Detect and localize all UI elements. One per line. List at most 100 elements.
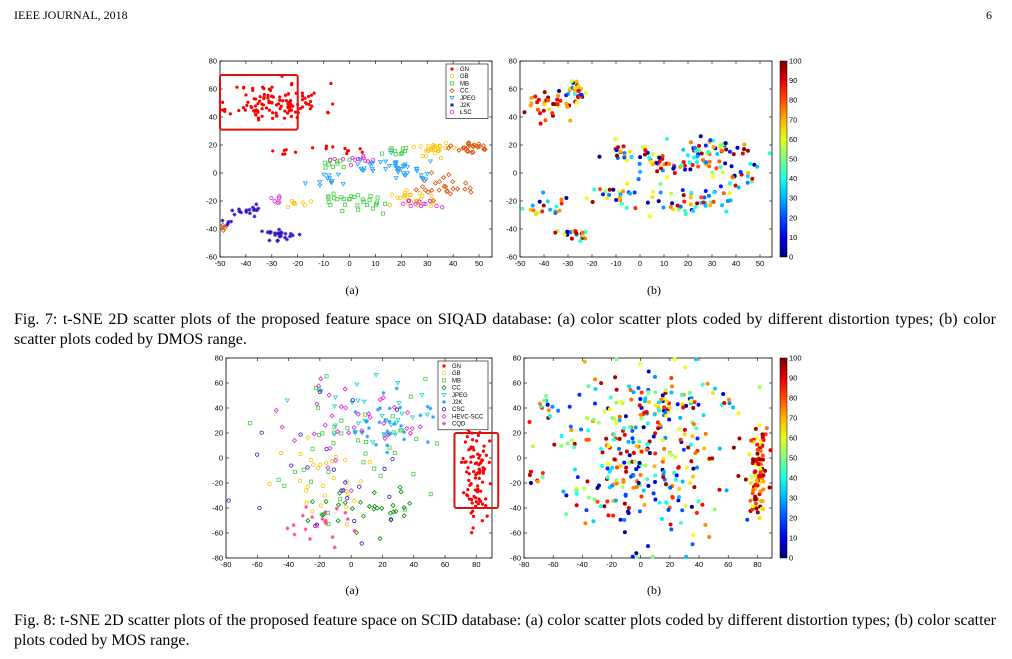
point-cc bbox=[442, 183, 449, 190]
point bbox=[611, 187, 616, 192]
point bbox=[682, 163, 687, 168]
point-gb bbox=[443, 145, 448, 151]
point-lsc bbox=[363, 158, 368, 163]
legend-marker bbox=[449, 88, 455, 94]
point bbox=[615, 465, 620, 470]
point bbox=[621, 480, 626, 485]
point-cc bbox=[425, 189, 431, 195]
point-jpeg bbox=[395, 170, 401, 175]
point bbox=[717, 159, 722, 164]
point bbox=[666, 507, 671, 512]
point-j2k bbox=[275, 238, 280, 243]
colorbar-tick-label: 50 bbox=[789, 155, 797, 164]
point-gb bbox=[305, 435, 310, 440]
point-gn bbox=[477, 471, 482, 475]
point bbox=[580, 230, 585, 235]
point-hevc-scc bbox=[381, 420, 387, 426]
point bbox=[639, 494, 644, 499]
point-mb bbox=[343, 202, 348, 207]
point bbox=[541, 190, 546, 195]
point bbox=[630, 428, 635, 433]
point-gn bbox=[262, 87, 266, 91]
point bbox=[757, 385, 762, 390]
point bbox=[614, 481, 619, 486]
page-number: 6 bbox=[986, 8, 992, 22]
point bbox=[653, 480, 658, 485]
point-csc bbox=[324, 447, 329, 452]
point bbox=[555, 97, 560, 102]
point bbox=[651, 491, 656, 496]
point bbox=[637, 460, 642, 465]
point bbox=[664, 414, 669, 419]
point-gn bbox=[274, 111, 278, 115]
point-gn bbox=[267, 99, 271, 103]
point bbox=[618, 517, 623, 522]
point-csc bbox=[257, 505, 262, 511]
point-gn bbox=[469, 455, 473, 459]
point-gb bbox=[322, 493, 328, 498]
point bbox=[720, 203, 725, 208]
point-cc bbox=[319, 512, 325, 518]
legend-marker bbox=[442, 364, 446, 368]
point-mb bbox=[363, 451, 368, 456]
point bbox=[680, 508, 685, 513]
point-gn bbox=[479, 489, 483, 493]
point-gb bbox=[428, 203, 434, 209]
point bbox=[627, 460, 632, 465]
point bbox=[705, 381, 710, 386]
y-tick-label: 60 bbox=[509, 85, 517, 94]
point-mb bbox=[339, 431, 344, 436]
point bbox=[643, 148, 648, 153]
point bbox=[643, 399, 648, 404]
point-j2k bbox=[239, 210, 244, 215]
x-tick-label: -60 bbox=[252, 560, 263, 569]
point-j2k bbox=[425, 440, 430, 445]
point-lsc bbox=[421, 201, 426, 206]
point bbox=[682, 208, 687, 213]
point bbox=[656, 199, 661, 204]
point bbox=[613, 498, 618, 503]
point bbox=[703, 522, 708, 527]
point bbox=[676, 465, 681, 470]
point bbox=[579, 92, 584, 97]
point bbox=[557, 88, 562, 93]
point-jpeg bbox=[326, 176, 333, 181]
point bbox=[584, 416, 589, 421]
point-csc bbox=[298, 432, 303, 437]
point bbox=[572, 85, 577, 90]
point bbox=[700, 502, 705, 507]
legend-entry: MB bbox=[460, 81, 469, 87]
colorbar-tick-label: 40 bbox=[789, 474, 797, 483]
point bbox=[612, 432, 617, 437]
point-j2k bbox=[250, 205, 255, 210]
point-jpeg bbox=[424, 412, 431, 418]
point bbox=[738, 169, 743, 174]
point bbox=[637, 439, 642, 444]
point bbox=[597, 154, 602, 159]
point bbox=[606, 444, 611, 449]
point-lsc bbox=[401, 201, 406, 206]
point-cc bbox=[465, 148, 471, 154]
point-jpeg bbox=[369, 166, 375, 172]
point-cc bbox=[398, 489, 404, 495]
point bbox=[660, 459, 665, 464]
point bbox=[676, 207, 681, 212]
point-lsc bbox=[340, 157, 346, 162]
point bbox=[694, 510, 699, 515]
point-mb bbox=[324, 374, 329, 379]
point-mb bbox=[310, 446, 315, 451]
point-gn bbox=[274, 114, 279, 118]
point-j2k bbox=[383, 417, 388, 422]
point bbox=[564, 512, 569, 517]
point-j2k bbox=[247, 211, 252, 216]
point bbox=[681, 193, 686, 198]
point-j2k bbox=[377, 420, 382, 425]
point-gn bbox=[346, 149, 351, 153]
point-gb bbox=[402, 195, 407, 200]
point-cc bbox=[463, 180, 469, 186]
point-gb bbox=[308, 199, 314, 204]
point bbox=[622, 518, 627, 523]
point-cqd bbox=[291, 523, 296, 528]
point-j2k bbox=[267, 238, 272, 243]
point-j2k bbox=[353, 409, 358, 414]
